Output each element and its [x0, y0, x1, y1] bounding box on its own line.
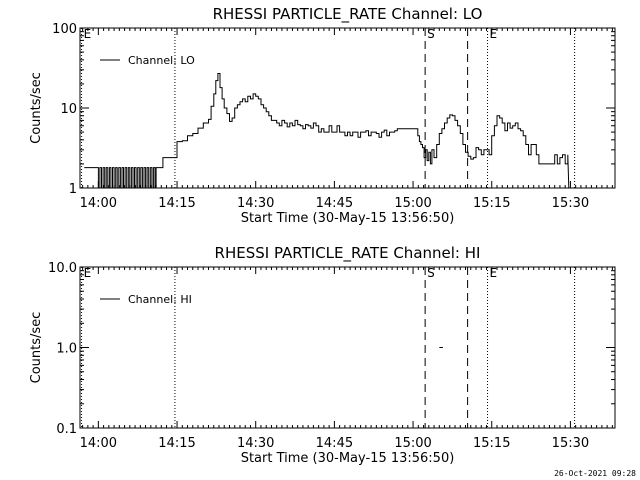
legend-label: Channel: HI	[128, 293, 192, 306]
y-tick-label: 10.0	[48, 261, 77, 276]
y-tick-label: 10	[60, 102, 77, 117]
x-tick-label: 14:15	[158, 196, 195, 211]
x-tick-label: 14:15	[158, 436, 195, 451]
y-axis-label: Counts/sec	[29, 72, 44, 144]
marker-label-s: S	[427, 27, 435, 41]
marker-label-e: E	[490, 266, 498, 280]
y-tick-label: 1.0	[56, 342, 77, 357]
x-tick-label: 15:30	[552, 436, 589, 451]
marker-label-e: E	[84, 27, 92, 41]
x-axis-label: Start Time (30-May-15 13:56:50)	[241, 211, 455, 226]
x-tick-label: 14:30	[237, 436, 274, 451]
footer-timestamp: 26-Oct-2021 09:28	[554, 469, 636, 478]
x-tick-label: 14:45	[316, 436, 353, 451]
x-tick-label: 14:45	[316, 196, 353, 211]
x-axis-label: Start Time (30-May-15 13:56:50)	[241, 451, 455, 466]
x-tick-label: 15:30	[552, 196, 589, 211]
x-tick-label: 15:15	[473, 436, 510, 451]
y-tick-label: 0.1	[56, 422, 77, 437]
series-line-1	[84, 73, 570, 189]
marker-label-e: E	[84, 266, 92, 280]
chart-title: RHESSI PARTICLE_RATE Channel: HI	[215, 244, 481, 263]
plot-panel-2: RHESSI PARTICLE_RATE Channel: HI 14:00 14:…	[29, 244, 616, 466]
chart-title: RHESSI PARTICLE_RATE Channel: LO	[213, 5, 483, 24]
x-tick-label: 14:30	[237, 196, 274, 211]
marker-label-s: S	[427, 266, 435, 280]
legend-label: Channel: LO	[128, 54, 195, 67]
y-tick-label: 1	[69, 182, 77, 197]
y-axis-label: Counts/sec	[29, 312, 44, 384]
x-tick-label: 14:00	[80, 196, 117, 211]
x-tick-label: 15:00	[394, 436, 431, 451]
x-tick-label: 15:00	[394, 196, 431, 211]
plot-panel-1: RHESSI PARTICLE_RATE Channel: LO 14:00 14:…	[29, 5, 616, 226]
plot-frame	[79, 27, 616, 189]
x-tick-label: 15:15	[473, 196, 510, 211]
x-tick-label: 14:00	[80, 436, 117, 451]
plot-frame	[79, 266, 616, 429]
y-tick-label: 100	[52, 22, 77, 37]
marker-label-e: E	[490, 27, 498, 41]
